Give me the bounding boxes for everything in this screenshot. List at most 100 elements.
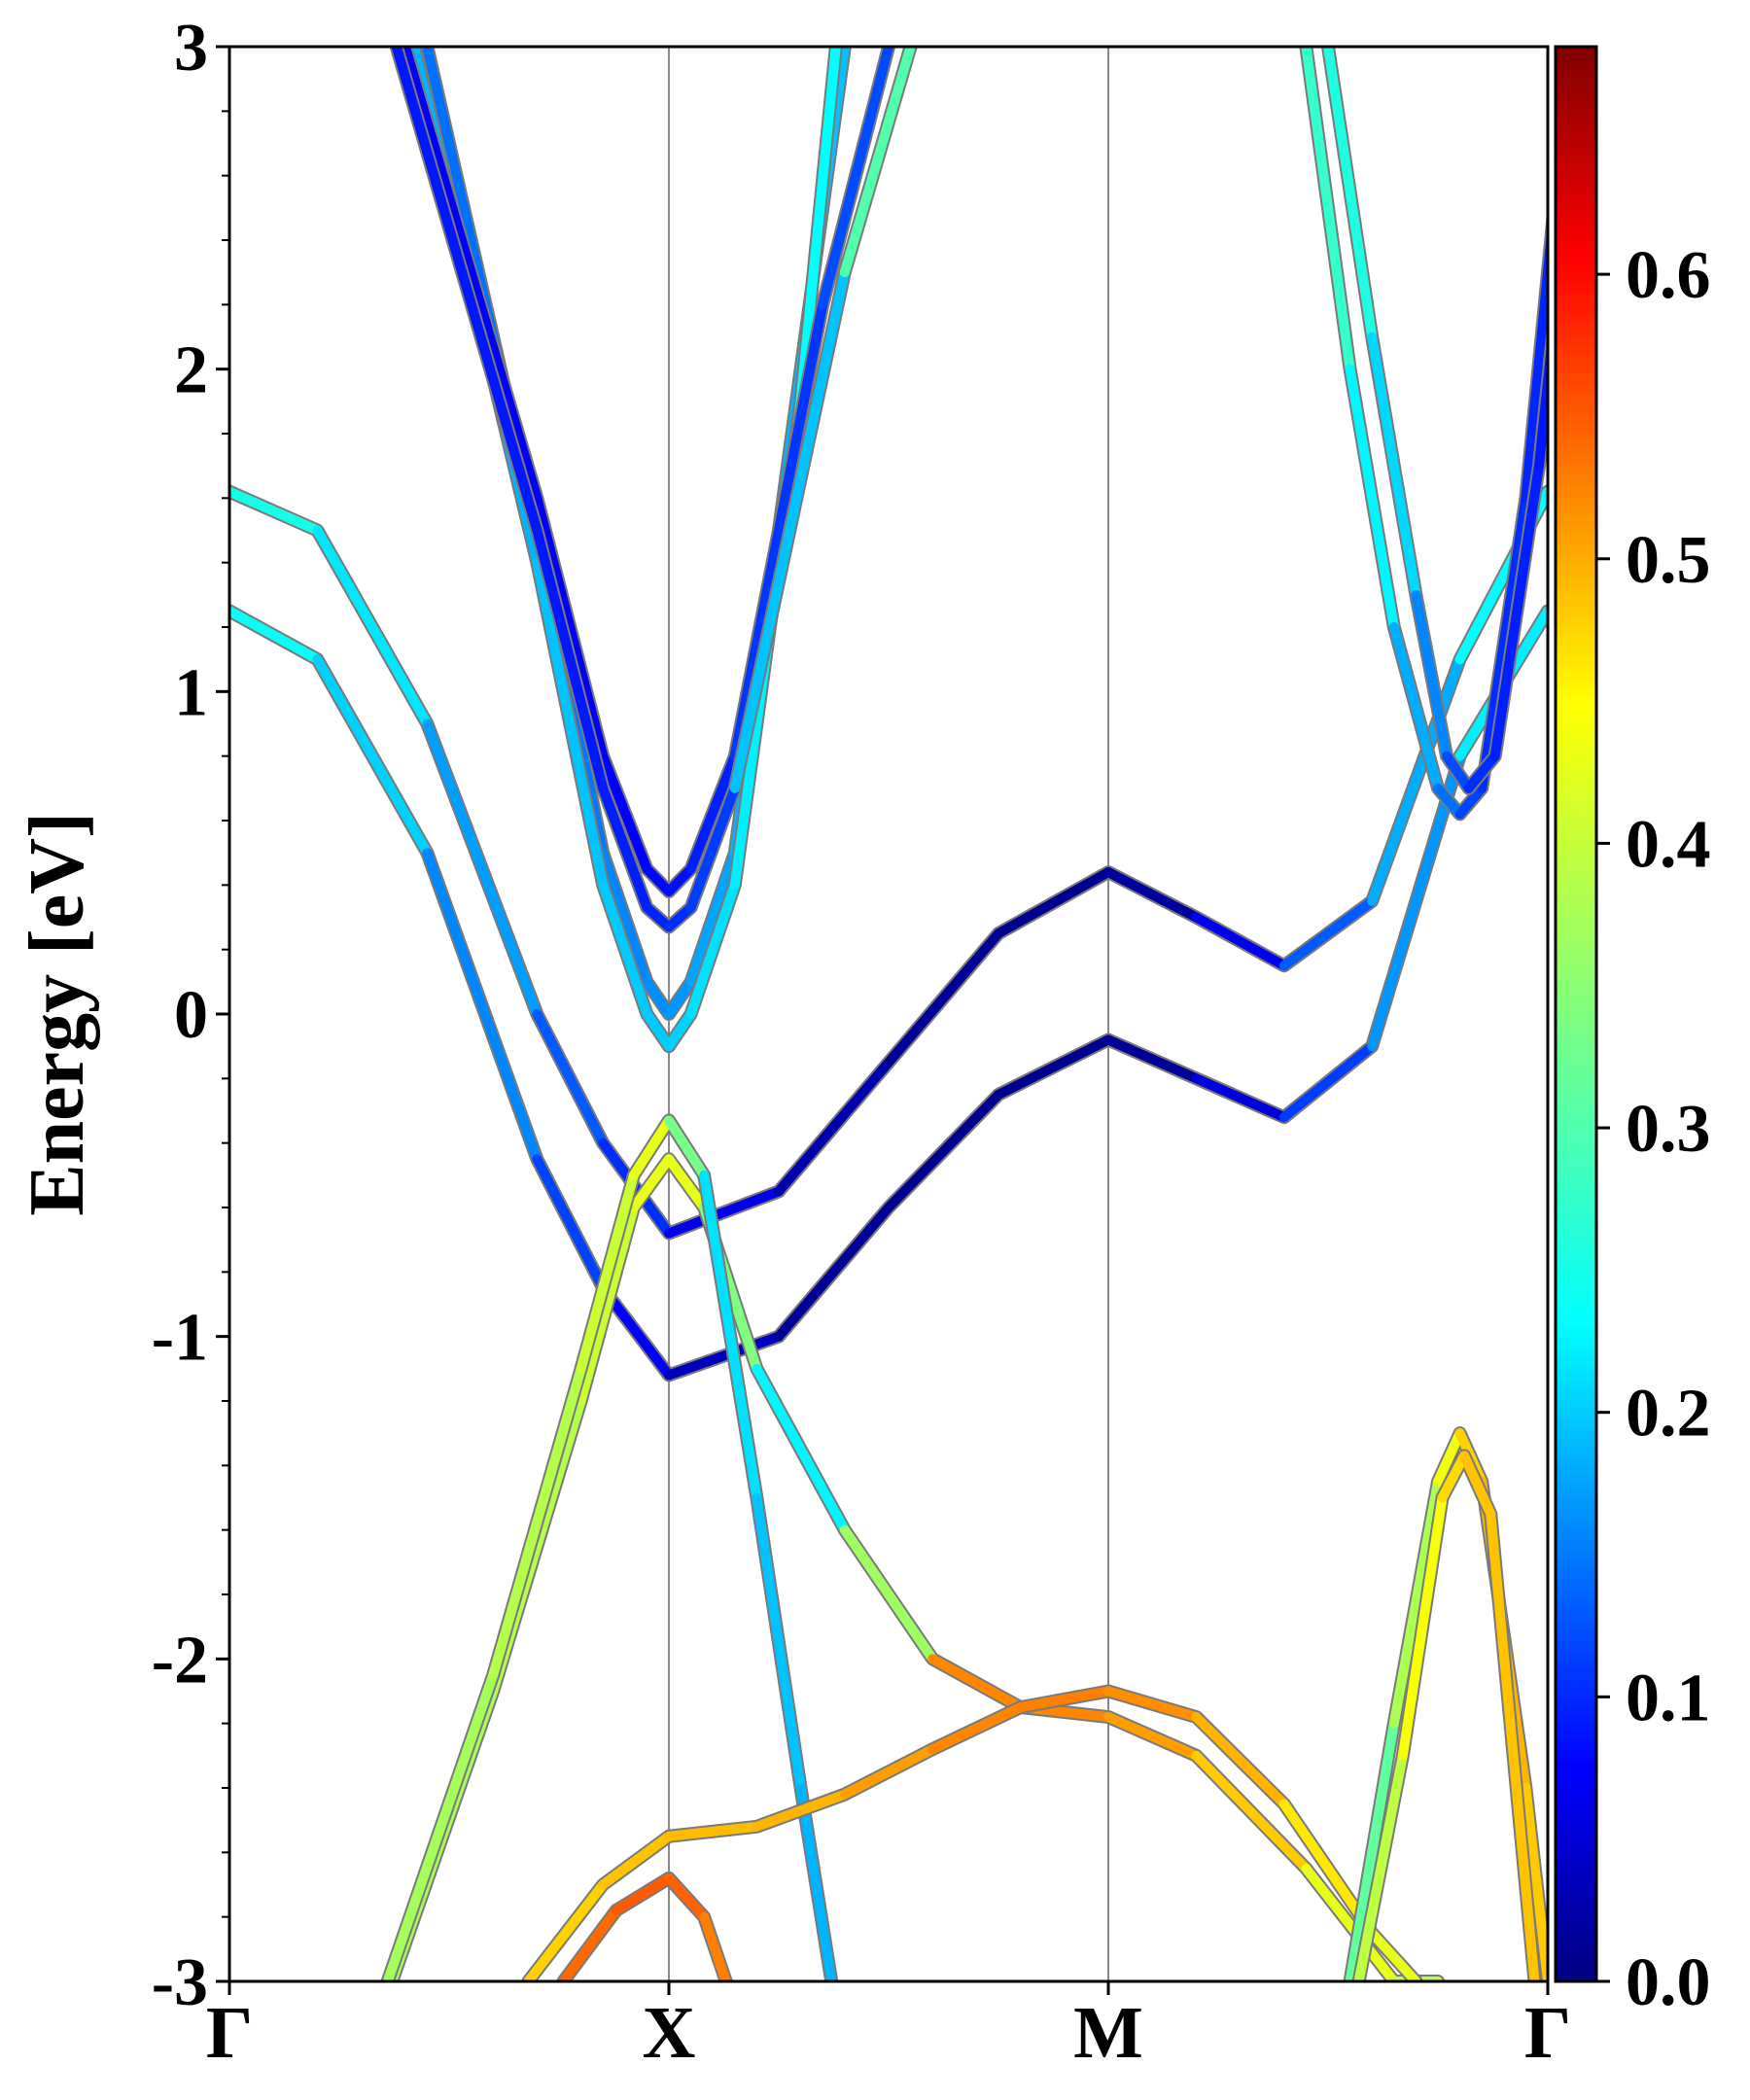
band-segment xyxy=(685,848,740,987)
band-segment xyxy=(664,1331,784,1381)
band-segment xyxy=(523,1879,609,1981)
band-segment xyxy=(598,848,652,987)
band-segment xyxy=(1323,47,1378,342)
band-9 xyxy=(521,1684,1423,1981)
band-segment xyxy=(532,493,609,761)
colorbar xyxy=(1554,45,1598,1983)
band-segment xyxy=(1301,47,1355,374)
y-tick-label: 3 xyxy=(174,11,208,86)
band-segment xyxy=(884,928,1003,1068)
band-13 xyxy=(1299,47,1548,822)
band-segment xyxy=(532,557,609,891)
band-segment xyxy=(1454,783,1488,820)
band-segment xyxy=(422,848,542,1165)
band-segment xyxy=(598,751,652,874)
band-segment xyxy=(1191,912,1289,971)
band-segment xyxy=(664,1115,710,1180)
band-segment xyxy=(752,1363,850,1535)
colorbar-tick-label: 0.3 xyxy=(1626,1092,1711,1167)
band-10 xyxy=(556,1871,733,1981)
band-segment xyxy=(1433,1428,1465,1487)
band-segment xyxy=(664,1872,710,1922)
x-tick-label: Γ xyxy=(1524,1992,1571,2074)
band-segment xyxy=(928,1654,1026,1713)
band-segment xyxy=(994,1034,1113,1100)
band-segment xyxy=(642,976,674,1019)
colorbar-tick-label: 0.6 xyxy=(1626,238,1711,313)
band-segment xyxy=(1367,654,1465,906)
band-4 xyxy=(389,47,918,934)
band-segment xyxy=(642,902,674,932)
band-segment xyxy=(532,1154,609,1293)
band-segment xyxy=(1353,1750,1408,1981)
band-segment xyxy=(229,486,323,536)
band-segment xyxy=(391,47,542,536)
band-segment xyxy=(1191,1750,1312,1873)
band-segment xyxy=(1463,751,1500,793)
y-axis-label: Energy [eV] xyxy=(15,812,100,1215)
plot-area xyxy=(229,47,1548,1981)
band-segment xyxy=(774,1057,893,1197)
band-segment xyxy=(1489,461,1544,761)
y-tick-label: -3 xyxy=(152,1945,208,2020)
band-segment xyxy=(628,1115,674,1180)
band-segment xyxy=(558,1906,621,1981)
band-segment xyxy=(229,606,323,665)
band-segment xyxy=(729,267,850,793)
band-segment xyxy=(664,1186,784,1239)
band-segment xyxy=(382,1669,499,1981)
band-5 xyxy=(229,484,1548,1241)
band-segment xyxy=(752,1492,806,1793)
band-segment xyxy=(312,654,433,858)
band-segment xyxy=(664,902,696,932)
band-segment xyxy=(1486,1509,1540,1981)
band-segment xyxy=(1397,1492,1448,1761)
band-14 xyxy=(1321,47,1548,795)
band-segment xyxy=(400,47,542,504)
band-segment xyxy=(598,783,652,913)
colorbar-tick-label: 0.2 xyxy=(1626,1377,1711,1452)
band-segment xyxy=(994,867,1113,939)
band-segment xyxy=(1191,1712,1289,1809)
band-segment xyxy=(576,1170,639,1374)
band-segment xyxy=(642,863,674,896)
band-segment xyxy=(664,1154,710,1212)
colorbar-ticks: 0.0 0.1 0.2 0.3 0.4 0.5 0.6 xyxy=(1596,238,1711,2020)
band-segment xyxy=(1521,222,1548,504)
y-tick-label: 2 xyxy=(174,333,208,408)
band-segment xyxy=(1367,332,1421,600)
band-segment xyxy=(1301,1863,1399,1981)
band-segment xyxy=(795,1783,837,1981)
band-3 xyxy=(398,47,895,898)
band-segment xyxy=(1103,1034,1202,1084)
band-segment xyxy=(1521,1783,1548,1981)
band-segment xyxy=(1388,1476,1443,1729)
y-tick-label: 0 xyxy=(174,978,208,1053)
band-segment xyxy=(312,525,433,729)
band-segment xyxy=(1437,1451,1470,1503)
band-segment xyxy=(839,1744,938,1800)
band-segment xyxy=(1103,867,1202,923)
band-segment xyxy=(532,1009,609,1148)
band-segment xyxy=(664,863,696,896)
band-curves xyxy=(229,47,1548,1981)
band-segment xyxy=(1103,1686,1202,1723)
band-segment xyxy=(628,1154,674,1212)
band-segment xyxy=(818,47,893,310)
band-segment xyxy=(1191,1073,1289,1123)
band-segment xyxy=(729,299,828,761)
band-segment xyxy=(699,1911,731,1981)
band-segment xyxy=(488,1363,586,1680)
band-segment xyxy=(611,1872,674,1916)
band-segment xyxy=(795,47,841,406)
band-segment xyxy=(928,1702,1026,1755)
band-segment xyxy=(642,1009,674,1052)
y-tick-label: -2 xyxy=(152,1623,208,1698)
band-segment xyxy=(752,1789,850,1832)
band-segment xyxy=(1442,751,1474,793)
band-segment xyxy=(774,1203,893,1342)
band-segment xyxy=(884,1089,1003,1212)
band-segment xyxy=(1345,1718,1399,1981)
band-segment xyxy=(1015,1686,1113,1713)
